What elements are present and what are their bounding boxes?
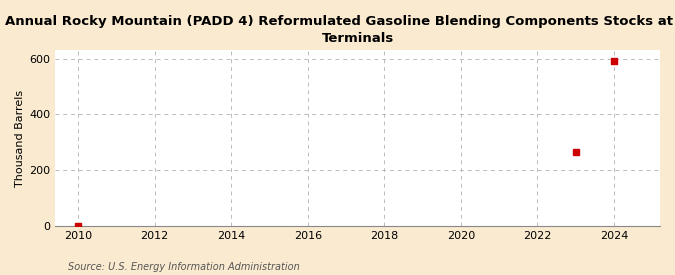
Text: Source: U.S. Energy Information Administration: Source: U.S. Energy Information Administ…	[68, 262, 299, 272]
Y-axis label: Thousand Barrels: Thousand Barrels	[15, 90, 25, 187]
Title: Annual Rocky Mountain (PADD 4) Reformulated Gasoline Blending Components Stocks : Annual Rocky Mountain (PADD 4) Reformula…	[5, 15, 675, 45]
